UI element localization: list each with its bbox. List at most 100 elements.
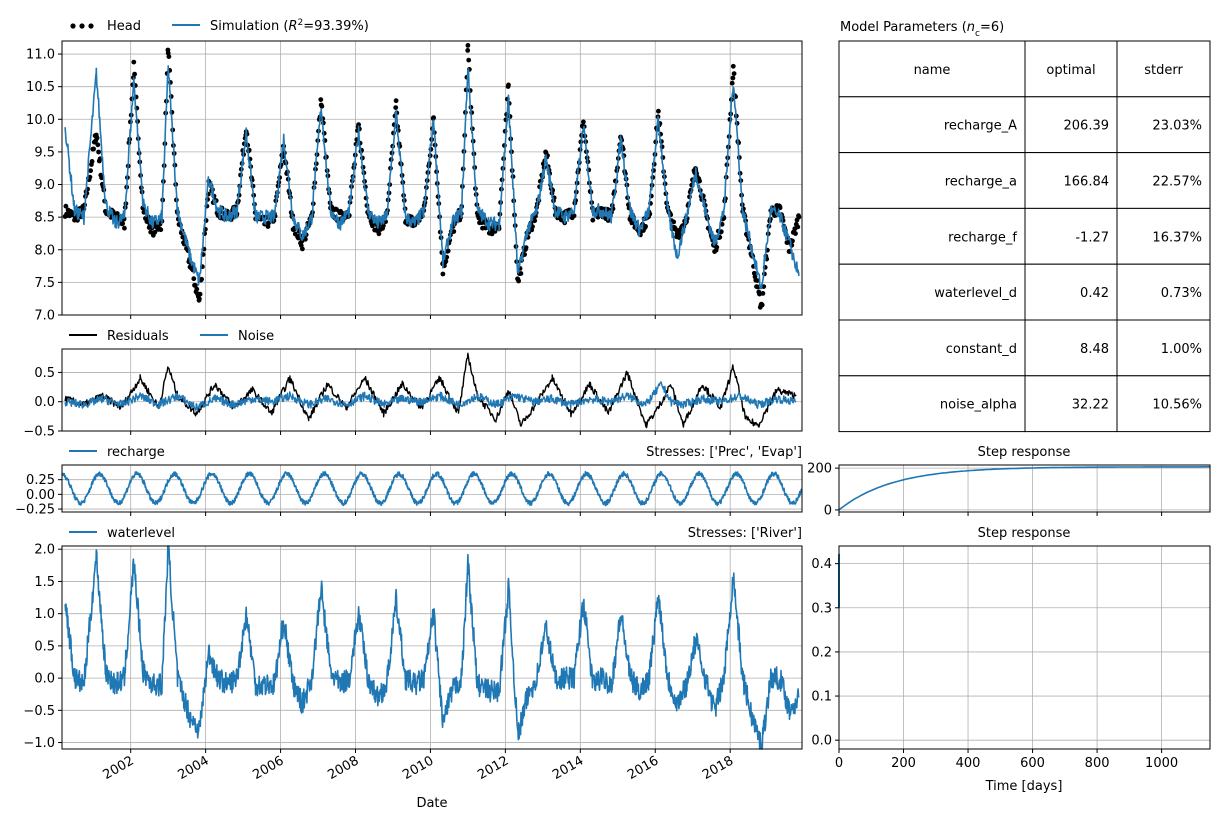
table-cell-text: 1.00% [1161, 342, 1202, 357]
x-tick-label-2006: 2006 [250, 753, 286, 783]
table-cell [838, 375, 1026, 433]
waterlevel-y-tick-label: 0.0 [34, 672, 55, 687]
head-observation-point [796, 214, 802, 220]
x-tick-label-2012: 2012 [475, 753, 511, 783]
table-cell-text: 22.57% [1152, 175, 1202, 190]
head-observation-point [370, 223, 375, 229]
step-waterlevel-x-tick-label: 1000 [1145, 756, 1178, 771]
head-observation-point [338, 208, 343, 214]
waterlevel-panel: −1.0 −0.5 0.0 0.5 1.0 1.5 2.0 2002 2004 2006 2008… [23, 526, 803, 811]
head-observation-point [131, 59, 137, 65]
step-waterlevel-y-ticks: 0.0 0.1 0.2 0.3 0.4 [811, 557, 839, 749]
legend-waterlevel-label: waterlevel [107, 526, 175, 541]
table-cell-text: constant_d [946, 342, 1017, 357]
table-cell [1024, 319, 1118, 377]
head-observation-point [166, 54, 172, 59]
head-observation-point [99, 175, 104, 181]
head-observation-point [465, 48, 471, 53]
waterlevel-grid [62, 546, 802, 749]
step-waterlevel-axes-frame [838, 545, 1211, 750]
table-cell [838, 263, 1026, 321]
residuals-y-tick-label: 0.5 [34, 366, 55, 381]
residuals-y-ticks: −0.5 0.0 0.5 [23, 366, 62, 440]
recharge-legend: recharge [69, 445, 165, 460]
step-recharge-series [838, 466, 1210, 511]
x-axis-label-date: Date [416, 796, 447, 811]
head-observation-point [120, 221, 125, 227]
head-observation-point [152, 229, 158, 235]
head-y-tick-label: 11.0 [26, 48, 55, 63]
residuals-x-ticks [130, 431, 731, 435]
noise-line [64, 381, 797, 412]
recharge-y-tick-label: 0.00 [26, 488, 55, 503]
step-response-waterlevel-title: Step response [978, 526, 1071, 541]
head-observation-point [671, 219, 677, 225]
head-observation-point [158, 227, 164, 233]
head-y-tick-label: 10.0 [26, 113, 55, 128]
head-observation-point [194, 286, 200, 292]
table-header-cell [838, 40, 1026, 98]
head-observation-point [445, 248, 451, 254]
step-response-recharge-line [838, 466, 1210, 511]
head-observation-point [795, 224, 801, 230]
step-waterlevel-x-tick-label: 0 [835, 756, 843, 771]
waterlevel-x-ticks: 2002 2004 2006 2008 2010 2012 2014 2016 2018 [101, 749, 736, 783]
residuals-legend: Residuals Noise [69, 329, 274, 344]
head-observation-point [590, 217, 596, 223]
legend-residuals-label: Residuals [107, 329, 169, 344]
table-cell-text: 32.22 [1072, 398, 1109, 413]
head-observation-point [132, 71, 138, 77]
recharge-y-ticks: −0.250.000.25 [15, 473, 62, 518]
head-series [62, 43, 802, 310]
waterlevel-stresses-annotation: Stresses: ['River'] [688, 526, 802, 541]
table-cell-text: 23.03% [1152, 119, 1202, 134]
x-tick-label-2010: 2010 [400, 753, 436, 783]
step-response-recharge-panel: 0 200 Step response [807, 445, 1211, 518]
table-cell-text: recharge_a [945, 175, 1017, 190]
waterlevel-y-tick-label: −1.0 [23, 736, 55, 751]
simulation-line [64, 65, 800, 290]
step-recharge-y-tick-label: 0 [824, 503, 832, 518]
table-cell-text: recharge_f [948, 230, 1017, 245]
step-waterlevel-x-tick-label: 400 [956, 756, 981, 771]
waterlevel-legend: waterlevel [69, 526, 175, 541]
waterlevel-line [64, 545, 800, 750]
legend-recharge-label: recharge [107, 445, 165, 460]
head-observation-point [197, 296, 202, 302]
head-observation-point [319, 103, 325, 109]
table-cell-text: 206.39 [1064, 119, 1110, 134]
head-y-tick-label: 7.0 [34, 309, 55, 324]
head-observation-point [643, 224, 648, 229]
table-cell [1116, 375, 1211, 433]
waterlevel-series [64, 545, 800, 750]
head-observation-point [63, 203, 69, 209]
recharge-axes-frame [61, 464, 803, 513]
head-y-tick-label: 8.5 [34, 211, 55, 226]
x-tick-label-2008: 2008 [325, 753, 361, 783]
recharge-y-tick-label: −0.25 [15, 503, 55, 518]
x-axis-label-time: Time [days] [985, 779, 1063, 794]
step-response-waterlevel-panel: 0.0 0.1 0.2 0.3 0.4 0 200 400 600 800 1000 Step r… [811, 526, 1211, 794]
step-recharge-y-tick-label: 200 [807, 462, 832, 477]
head-observation-point [443, 258, 449, 264]
legend-head-label: Head [107, 19, 141, 34]
table-cell-text: waterlevel_d [934, 286, 1017, 301]
table-cell-text: 8.48 [1080, 342, 1109, 357]
head-observation-point [393, 98, 399, 104]
head-observation-point [94, 135, 100, 141]
table-cell-text: 16.37% [1152, 230, 1202, 245]
head-observation-point [518, 271, 524, 276]
table-cell-text: -1.27 [1075, 230, 1109, 245]
table-cell [838, 152, 1026, 209]
parameter-table-title: Model Parameters (nc=6) [840, 20, 1004, 39]
table-header-optimal: optimal [1046, 63, 1095, 78]
waterlevel-y-tick-label: 1.0 [34, 607, 55, 622]
waterlevel-y-tick-label: 0.5 [34, 639, 55, 654]
parameter-table: Model Parameters (nc=6) name optimal stder… [838, 20, 1211, 433]
head-observation-point [96, 149, 101, 155]
head-observation-point [165, 50, 171, 56]
table-cell [1024, 375, 1118, 433]
waterlevel-y-tick-label: −0.5 [23, 704, 55, 719]
head-observation-point [754, 278, 760, 283]
